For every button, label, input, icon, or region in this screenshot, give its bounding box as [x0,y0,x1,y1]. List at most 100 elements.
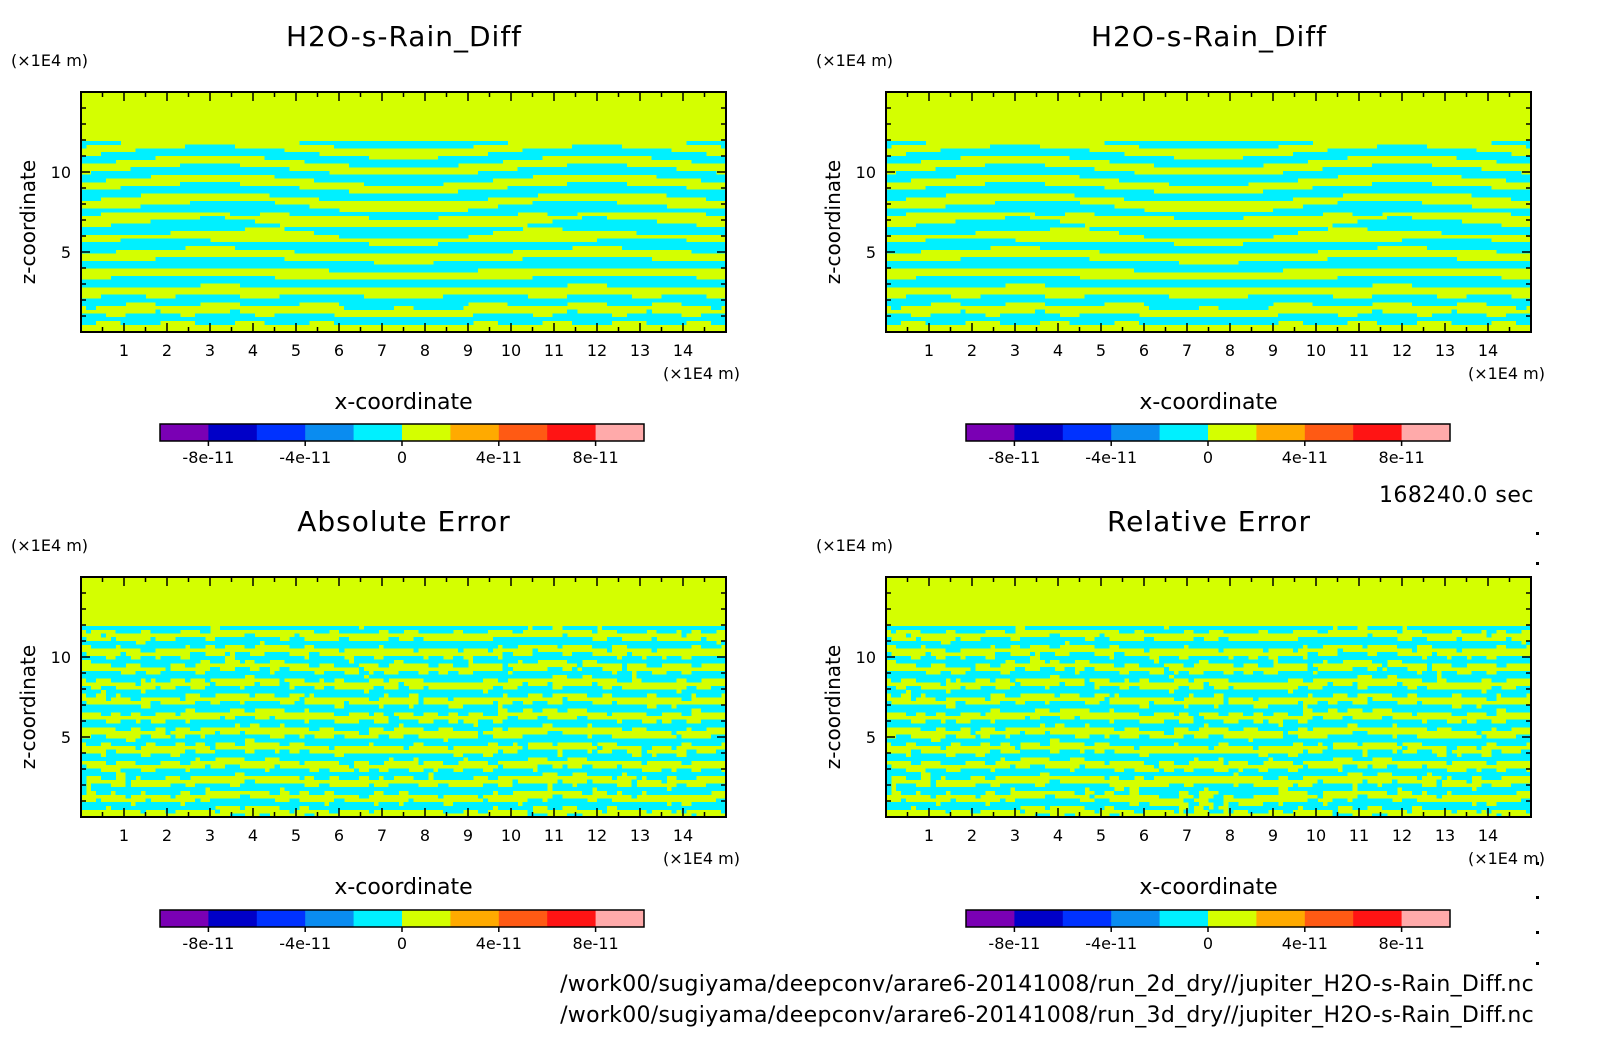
heatmap-cell [582,790,593,795]
heatmap-cell [81,140,121,145]
heatmap-cell [721,640,727,645]
heatmap-cell [886,689,907,694]
heatmap-cell [945,734,956,739]
heatmap-cell [85,629,92,634]
heatmap-cell [1491,685,1502,690]
heatmap-cell [646,809,652,814]
heatmap-cell [120,185,300,190]
heatmap-cell [105,753,141,758]
heatmap-cell [562,764,568,769]
heatmap-cell [1436,779,1442,784]
heatmap-cell [995,768,1070,773]
heatmap-cell [1104,697,1110,702]
y-tick-label: 10 [51,648,71,667]
heatmap-cell [671,802,682,807]
heatmap-cell [1416,693,1452,698]
heatmap-cell [1158,655,1180,660]
heatmap-cell [418,757,464,762]
heatmap-cell [205,742,216,747]
heatmap-cell [940,682,946,687]
colorbar: -8e-11 -4e-11 0 4e-11 8e-11 [159,909,645,953]
heatmap-cell [358,667,365,672]
heatmap-cell [1243,155,1348,160]
heatmap-cell [343,305,394,310]
heatmap-cell [1158,794,1180,799]
heatmap-cell [572,652,593,657]
heatmap-cell [671,745,677,750]
heatmap-cell [339,648,345,653]
heatmap-cell [130,697,141,702]
heatmap-cell [269,193,538,198]
colorbar-segment [1256,424,1306,441]
heatmap-cell [1208,798,1224,803]
heatmap-cell [214,644,226,649]
heatmap-cell [1516,685,1532,690]
heatmap-cell [1506,708,1532,713]
colorbar-tick-label: 0 [397,934,407,953]
heatmap-cell [1044,283,1373,288]
heatmap-cell [616,629,647,634]
heatmap-cell [716,749,727,754]
heatmap-cell [140,712,156,717]
heatmap-cell [1238,772,1348,777]
heatmap-cell [388,783,419,788]
heatmap-cell [1089,723,1204,728]
heatmap-cell [239,659,246,664]
heatmap-cell [244,685,290,690]
x-tick-label: 1 [119,341,129,360]
y-axis-title: z-coordinate [16,160,40,284]
colorbar-segment [498,424,548,441]
heatmap-cell [1168,625,1333,630]
x-tick-label: 13 [630,826,650,845]
heatmap-cell [195,320,236,325]
heatmap-cell [582,215,608,220]
heatmap-cell [81,768,102,773]
heatmap-cell [1213,794,1224,799]
heatmap-cell [512,629,523,634]
heatmap-cell [641,753,652,758]
heatmap-cell [140,663,171,668]
heatmap-cell [886,775,892,780]
heatmap-cell [985,753,1140,758]
heatmap-cell [592,723,727,728]
heatmap-cell [1402,798,1418,803]
heatmap-cell [646,309,652,314]
heatmap-cell [205,685,241,690]
heatmap-cell [1416,700,1423,705]
heatmap-cell [1392,693,1408,698]
heatmap-cell [1347,693,1358,698]
heatmap-cell [1337,700,1353,705]
heatmap-cell [1352,757,1373,762]
heatmap-cell [314,644,379,649]
heatmap-cell [1446,749,1452,754]
colorbar-segment [1111,910,1160,927]
heatmap-cell [886,264,1532,269]
heatmap-cell [155,742,176,747]
heatmap-cell [487,760,499,765]
colorbar-segment [1062,424,1112,441]
heatmap-cell [1005,215,1031,220]
heatmap-cell [1431,772,1532,777]
heatmap-cell [502,704,647,709]
heatmap-cell [950,678,956,683]
heatmap-cell [1079,693,1095,698]
heatmap-cell [1223,760,1229,765]
heatmap-cell [1059,682,1065,687]
heatmap-cell [1059,659,1075,664]
heatmap-cell [1005,693,1021,698]
heatmap-cell [279,757,389,762]
heatmap-cell [1327,659,1343,664]
heatmap-cell [592,749,598,754]
heatmap-cell [646,775,667,780]
x-tick-label: 3 [1010,826,1020,845]
heatmap-cell [656,704,672,709]
heatmap-cell [1144,648,1150,653]
heatmap-cell [135,670,146,675]
heatmap-cell [378,734,389,739]
heatmap-cell [1367,625,1403,630]
heatmap-cell [1263,802,1279,807]
heatmap-cell [403,723,474,728]
heatmap-cell [547,757,568,762]
x-tick-label: 1 [924,341,934,360]
heatmap-cell [368,809,375,814]
